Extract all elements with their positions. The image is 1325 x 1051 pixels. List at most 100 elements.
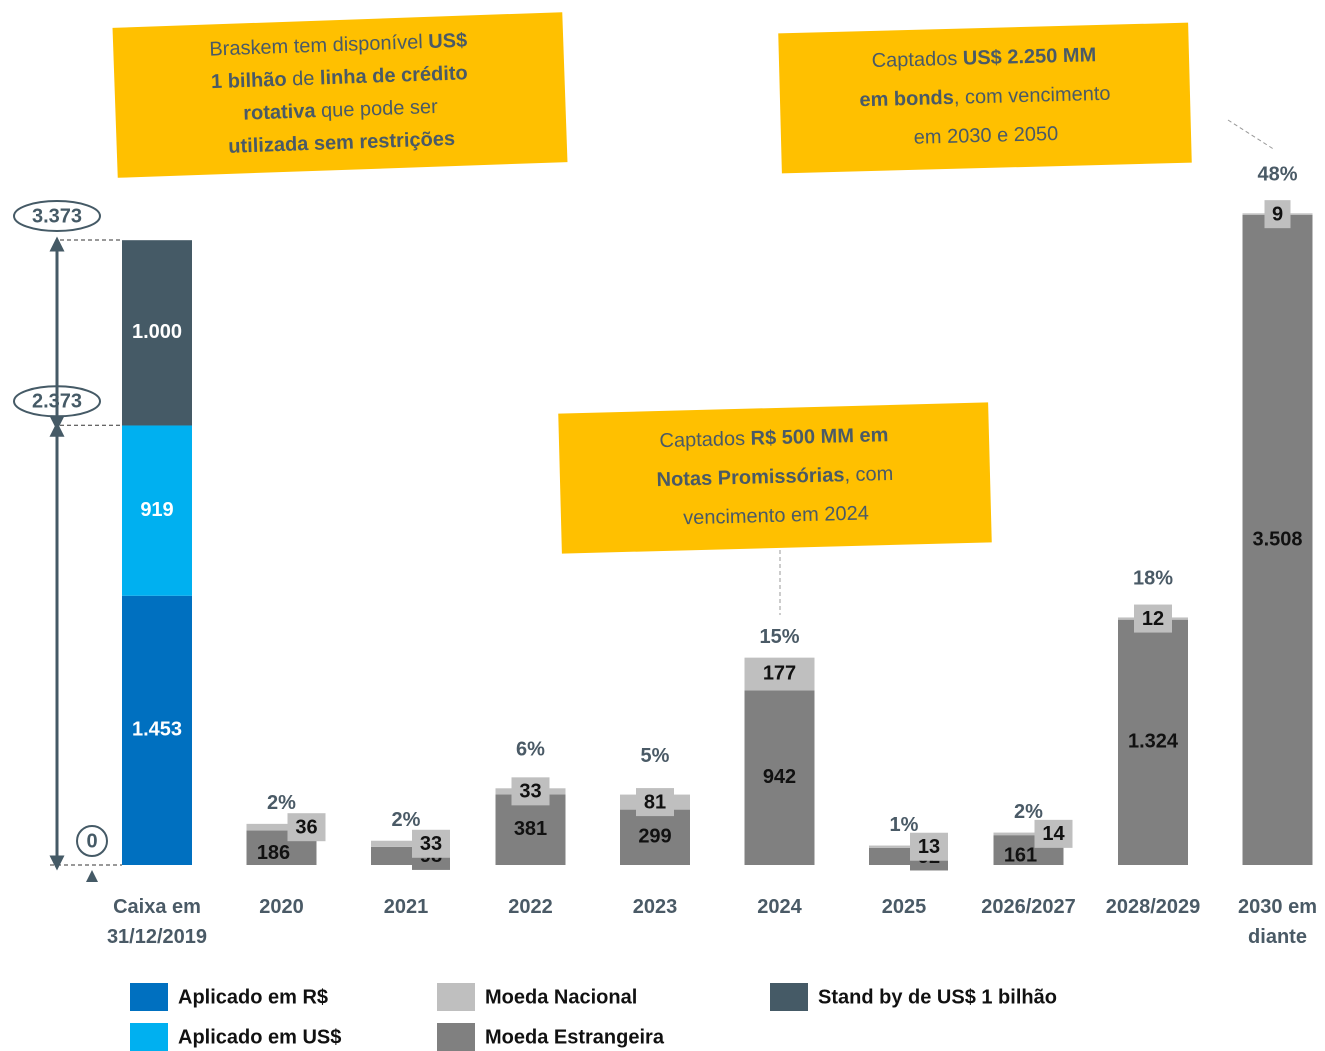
y-tick-box [13, 200, 101, 232]
callout: Braskem tem disponível US$1 bilhão de li… [112, 12, 568, 178]
label-box [1264, 200, 1291, 229]
legend-label: Moeda Nacional [485, 986, 637, 1008]
x-tick-label: 2020 [259, 896, 304, 918]
x-tick-label: 2021 [383, 896, 429, 918]
callout-box [558, 402, 992, 554]
bar-segment [1242, 214, 1313, 866]
x-tick-label: 2030 em diante [1238, 896, 1317, 948]
legend-swatch [130, 1023, 168, 1051]
bar-segment [122, 425, 192, 596]
callout-text: 1 bilhão de linha de crédito [211, 63, 468, 94]
callout-box [112, 12, 568, 178]
callout-part: de [286, 68, 320, 91]
legend-swatch [770, 983, 808, 1011]
legend-swatch [437, 1023, 475, 1051]
callout-part: em bonds [859, 87, 954, 111]
bar-segment [122, 595, 192, 865]
bar-segment [744, 690, 815, 865]
data-label: 177 [763, 662, 796, 684]
callout-part: rotativa [243, 100, 317, 125]
share-label: 5% [641, 745, 670, 767]
data-label: 186 [257, 842, 290, 864]
callout: Captados US$ 2.250 MM em bonds, com venci… [778, 22, 1192, 174]
bar-segment [744, 657, 815, 691]
x-tick-label: 2024 [757, 896, 802, 918]
callout-text: Captados R$ 500 MM em [659, 424, 889, 452]
data-label: 919 [140, 499, 173, 521]
data-label: 942 [763, 766, 796, 788]
bar-segment [869, 845, 939, 848]
data-label: 9 [1272, 203, 1283, 225]
label-box [1034, 819, 1073, 848]
x-tick-label: 2026/2027 [981, 896, 1076, 918]
data-label: 381 [514, 818, 547, 840]
callout-part: Notas Promissórias [656, 464, 844, 491]
bar-segment [620, 809, 690, 865]
legend-label: Stand by de US$ 1 bilhão [818, 986, 1057, 1008]
callout-part: 1 bilhão [211, 69, 287, 94]
data-label: 13 [918, 836, 940, 858]
share-label: 2% [267, 792, 296, 814]
callout-text: em 2030 e 2050 [913, 123, 1058, 149]
x-tick-label: 2022 [508, 896, 553, 918]
data-label: 1.000 [132, 321, 182, 343]
callout-part: linha de crédito [320, 63, 468, 90]
zero-arrow [86, 870, 98, 882]
bar-segment [993, 832, 1064, 836]
callout-text: em bonds, com vencimento [859, 83, 1111, 112]
callout-text: Captados US$ 2.250 MM [871, 44, 1096, 72]
callout-part: US$ [428, 30, 468, 53]
callout-part: US$ 2.250 MM [963, 44, 1097, 69]
callout-part: R$ 500 MM em [750, 424, 888, 450]
y-tick-label: 3.373 [32, 205, 82, 227]
share-label: 15% [759, 626, 799, 648]
share-label: 2% [392, 809, 421, 831]
callout-part: em 2030 e 2050 [913, 123, 1058, 149]
label-box [910, 832, 948, 861]
x-tick-label: 2028/2029 [1105, 896, 1201, 918]
share-label: 48% [1257, 164, 1297, 186]
y-tick-label: 0 [86, 830, 97, 852]
x-tick-label: Caixa em 31/12/2019 [106, 896, 208, 948]
legend-label: Aplicado em R$ [178, 986, 328, 1008]
bar-segment [495, 794, 566, 865]
data-label: 299 [638, 826, 671, 848]
label-box [1134, 604, 1172, 633]
data-label: 33 [519, 781, 541, 803]
x-tick-label: 2025 [881, 896, 927, 918]
callout-part: , com [844, 463, 893, 486]
legend-label: Moeda Estrangeira [485, 1026, 665, 1048]
callout-part: , com vencimento [954, 83, 1111, 109]
callout-box [778, 22, 1192, 174]
legend-swatch [130, 983, 168, 1011]
legend-swatch [437, 983, 475, 1011]
data-label: 33 [420, 833, 442, 855]
y-tick-box [76, 825, 108, 857]
share-label: 1% [890, 814, 919, 836]
callout-part: que pode ser [315, 96, 438, 122]
share-label: 6% [516, 739, 545, 761]
callout-text: rotativa que pode ser [243, 96, 439, 125]
callout-text: Notas Promissórias, com [656, 463, 893, 491]
label-box [511, 777, 550, 806]
label-box [636, 788, 674, 817]
x-tick-label: 2023 [632, 896, 678, 918]
data-label: 1.324 [1128, 731, 1179, 753]
callout-text: vencimento em 2024 [683, 503, 869, 530]
callout-part: Captados [871, 48, 963, 72]
connector [1227, 119, 1276, 151]
data-label: 14 [1042, 823, 1065, 845]
data-label: 161 [1004, 844, 1037, 866]
callout: Captados R$ 500 MM em Notas Promissórias,… [558, 402, 992, 554]
bar-segment [122, 240, 192, 426]
data-label: 12 [1142, 608, 1164, 630]
data-label: 81 [644, 791, 666, 813]
data-label: 36 [295, 816, 317, 838]
bar-segment [246, 823, 317, 831]
callout-part: vencimento em 2024 [683, 503, 869, 530]
share-label: 18% [1133, 568, 1173, 590]
legend-label: Aplicado em US$ [178, 1026, 341, 1048]
bar-segment [371, 840, 441, 847]
